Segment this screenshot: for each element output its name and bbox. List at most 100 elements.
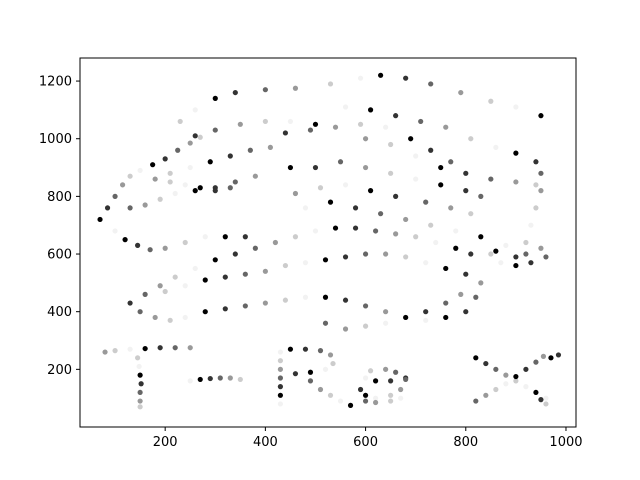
data-point xyxy=(327,199,334,205)
data-point xyxy=(177,118,183,125)
data-point xyxy=(352,205,359,211)
data-point xyxy=(463,170,469,176)
x-tick-label: 400 xyxy=(253,435,278,450)
data-point xyxy=(187,164,193,171)
data-point xyxy=(142,202,148,208)
data-point xyxy=(372,395,379,401)
data-point xyxy=(493,248,499,254)
data-point xyxy=(362,392,369,398)
data-point xyxy=(322,366,329,372)
data-point xyxy=(242,303,248,309)
data-point xyxy=(252,245,258,251)
data-point xyxy=(207,159,213,165)
data-point xyxy=(327,81,334,87)
data-point xyxy=(342,326,349,332)
data-point xyxy=(137,309,143,315)
data-point xyxy=(533,359,539,365)
data-point xyxy=(232,179,238,185)
data-point xyxy=(523,251,529,257)
data-point xyxy=(388,141,394,148)
data-point xyxy=(282,262,289,269)
data-point xyxy=(352,225,359,231)
data-point xyxy=(327,392,334,398)
data-point xyxy=(398,395,404,401)
data-point xyxy=(403,254,409,260)
data-point xyxy=(192,133,198,139)
data-point xyxy=(287,164,294,171)
data-point xyxy=(277,384,284,390)
data-point xyxy=(342,182,349,188)
data-point xyxy=(438,182,444,188)
data-point xyxy=(187,345,193,351)
data-point xyxy=(102,349,108,355)
data-point xyxy=(413,176,419,182)
data-point xyxy=(182,239,188,246)
data-point xyxy=(503,242,509,248)
x-axis: 200 400 600 800 1000 xyxy=(153,427,583,450)
data-point xyxy=(172,345,178,351)
data-point xyxy=(428,81,434,87)
data-point xyxy=(112,228,118,234)
data-point xyxy=(337,398,344,404)
data-point xyxy=(317,386,324,393)
data-point xyxy=(222,306,228,312)
data-point xyxy=(383,320,389,326)
data-point xyxy=(217,375,223,381)
data-point xyxy=(150,162,156,168)
data-point xyxy=(438,164,444,171)
data-point xyxy=(227,375,233,381)
data-point xyxy=(192,265,198,272)
data-point xyxy=(468,251,474,257)
y-tick-label: 1000 xyxy=(39,132,72,147)
data-point xyxy=(528,222,534,228)
data-point xyxy=(237,376,243,383)
data-point xyxy=(127,346,133,352)
x-tick-label: 1000 xyxy=(549,435,582,450)
data-point xyxy=(342,297,349,303)
data-point xyxy=(312,121,319,127)
y-tick-label: 600 xyxy=(47,248,72,263)
data-point xyxy=(157,283,163,289)
data-point xyxy=(423,309,429,315)
data-point xyxy=(207,375,213,382)
data-point xyxy=(383,251,389,257)
data-point xyxy=(493,144,499,150)
data-point xyxy=(167,317,173,323)
y-tick-label: 1200 xyxy=(39,75,72,90)
data-point xyxy=(197,134,203,140)
data-point xyxy=(137,167,143,174)
data-point xyxy=(187,378,193,384)
data-point xyxy=(222,274,228,280)
data-point xyxy=(317,348,324,354)
data-point xyxy=(277,349,284,355)
data-point xyxy=(147,247,153,253)
data-point xyxy=(513,104,519,110)
data-point xyxy=(330,360,336,367)
data-point xyxy=(488,176,494,182)
data-point xyxy=(428,222,434,228)
data-point xyxy=(292,371,299,377)
data-point xyxy=(327,352,334,358)
data-point xyxy=(478,280,484,286)
data-point xyxy=(433,239,439,246)
data-point xyxy=(540,353,547,359)
data-point xyxy=(478,234,484,240)
data-point xyxy=(383,309,389,315)
data-point xyxy=(337,159,344,165)
data-point xyxy=(322,294,329,300)
data-point xyxy=(483,392,489,398)
data-point xyxy=(428,147,434,153)
data-point xyxy=(393,231,399,237)
data-point xyxy=(357,386,364,393)
data-point xyxy=(513,254,519,260)
data-point xyxy=(448,205,454,211)
data-point xyxy=(423,317,429,323)
data-point xyxy=(127,205,133,211)
data-point xyxy=(182,182,188,188)
data-point xyxy=(538,245,544,251)
data-point xyxy=(538,397,544,403)
data-point xyxy=(362,398,369,404)
data-point xyxy=(483,360,489,367)
data-point xyxy=(212,188,218,194)
data-point xyxy=(393,193,399,199)
